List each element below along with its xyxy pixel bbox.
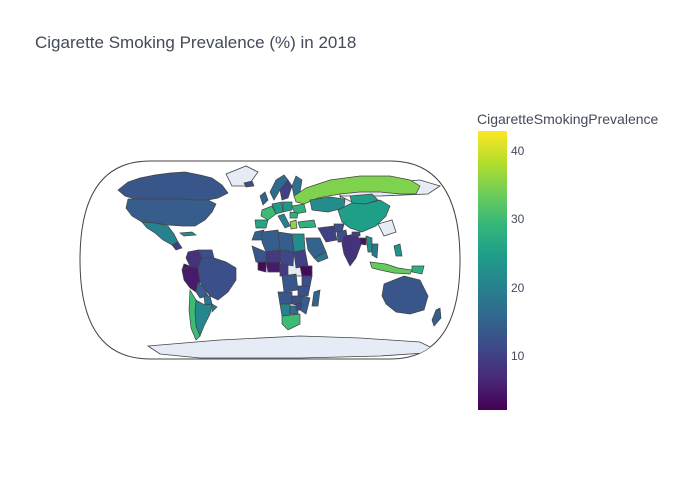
- colorbar-title: CigaretteSmokingPrevalence: [477, 111, 659, 127]
- country-greece[interactable]: Greece: 36: [289, 219, 298, 230]
- country-iceland[interactable]: Iceland: 12: [243, 180, 255, 188]
- country-libya[interactable]: Libya: 14: [277, 231, 295, 253]
- country-indonesia[interactable]: Indonesia: 33: [369, 261, 413, 275]
- country-poland[interactable]: Poland: 24: [282, 201, 293, 213]
- country-finland[interactable]: Finland: 17: [291, 175, 303, 197]
- country-namibia[interactable]: Namibia: 20: [279, 303, 291, 317]
- country-tanzania[interactable]: Tanzania: 12: [297, 285, 311, 297]
- country-chad[interactable]: Chad: 11: [279, 249, 295, 267]
- land-no-data-shape: [377, 219, 397, 237]
- country-brazil[interactable]: Brazil: 12: [197, 257, 237, 301]
- country-philippines[interactable]: Philippines: 23: [393, 243, 403, 257]
- colorbar: [478, 131, 507, 410]
- country-spain[interactable]: Spain: 26: [254, 219, 269, 229]
- country-yemen[interactable]: Yemen: 18: [313, 251, 329, 263]
- country-united-kingdom[interactable]: United Kingdom: 15: [259, 191, 269, 206]
- chart-title: Cigarette Smoking Prevalence (%) in 2018: [35, 33, 357, 52]
- countries-layer: Canada: 13United States: 14Mexico: 20Gua…: [117, 171, 442, 341]
- country-niger[interactable]: Niger: 9: [265, 249, 282, 263]
- country-nigeria[interactable]: Nigeria: 5: [265, 261, 281, 273]
- country-ethiopia[interactable]: Ethiopia: 3: [299, 265, 313, 277]
- country-zimbabwe[interactable]: Zimbabwe: 11: [295, 301, 303, 311]
- country-iran[interactable]: Iran: 10: [317, 225, 338, 243]
- country-dr-congo[interactable]: DR Congo: 13: [281, 273, 299, 293]
- country-thailand[interactable]: Thailand: 18: [371, 243, 379, 259]
- country-algeria[interactable]: Algeria: 14: [261, 229, 281, 253]
- country-new-zealand[interactable]: New Zealand: 14: [431, 307, 442, 327]
- country-italy[interactable]: Italy: 20: [277, 213, 291, 229]
- country-bangladesh[interactable]: Bangladesh: 4: [359, 237, 367, 246]
- country-sweden[interactable]: Sweden: 10: [279, 179, 293, 201]
- country-turkey[interactable]: Turkey: 28: [297, 219, 317, 229]
- country-kenya[interactable]: Kenya: 12: [301, 275, 313, 287]
- country-united-states[interactable]: United States: 14: [125, 198, 217, 227]
- country-nepal[interactable]: Nepal: 10: [351, 231, 361, 237]
- country-romania[interactable]: Romania: 28: [289, 211, 299, 219]
- country-guatemala[interactable]: Guatemala: 10: [171, 241, 183, 251]
- colorbar-tick-label: 40: [511, 144, 525, 159]
- colorbar-tick-label: 10: [511, 348, 525, 363]
- country-uruguay[interactable]: Uruguay: 20: [211, 303, 218, 313]
- country-china[interactable]: China: 25: [337, 199, 391, 233]
- country-angola[interactable]: Angola: 13: [277, 291, 293, 305]
- country-cameroon[interactable]: Cameroon: 9: [279, 263, 289, 277]
- country-france[interactable]: France: 30: [260, 205, 277, 221]
- country-ukraine[interactable]: Ukraine: 28: [291, 203, 307, 215]
- country-chile[interactable]: Chile: 30: [188, 288, 201, 341]
- country-cuba[interactable]: Cuba: 22: [179, 231, 197, 237]
- country-australia[interactable]: Australia: 13: [381, 275, 429, 315]
- land-no-data-shape: [225, 165, 259, 187]
- country-madagascar[interactable]: Madagascar: 15: [311, 289, 321, 307]
- colorbar-tick-label: 20: [511, 280, 525, 295]
- country-egypt[interactable]: Egypt: 22: [291, 233, 306, 253]
- colorbar-tick-label: 30: [511, 212, 525, 227]
- country-ghana[interactable]: Ghana: 3: [257, 261, 267, 273]
- country-south-africa[interactable]: South Africa: 30: [281, 313, 301, 331]
- country-papua-new-guinea[interactable]: Papua New Guinea: 28: [411, 265, 425, 275]
